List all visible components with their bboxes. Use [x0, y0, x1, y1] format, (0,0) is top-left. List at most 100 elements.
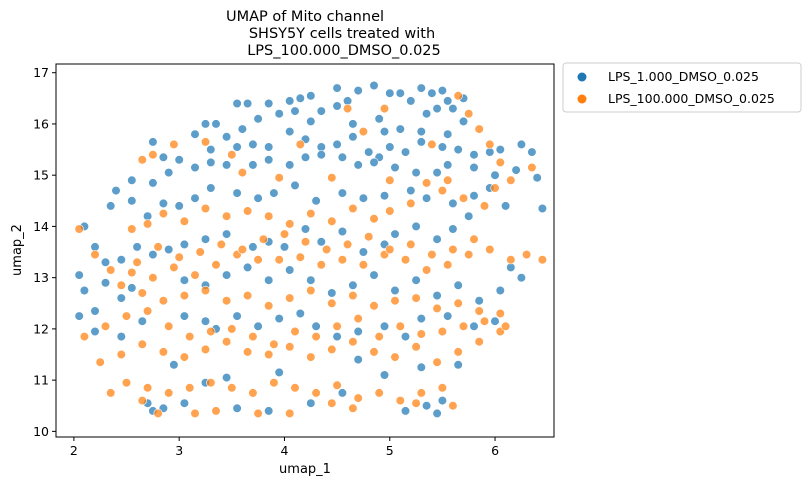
scatter-point-series-2	[327, 298, 337, 308]
scatter-point-series-1	[285, 96, 295, 106]
scatter-point-series-1	[211, 119, 221, 129]
scatter-point-series-1	[469, 321, 479, 331]
scatter-point-series-1	[416, 314, 426, 324]
scatter-point-series-1	[453, 145, 463, 155]
scatter-point-series-2	[143, 306, 153, 316]
scatter-point-series-1	[90, 326, 100, 337]
scatter-point-series-2	[343, 103, 353, 114]
scatter-point-series-2	[474, 306, 484, 316]
y-tick-label: 11	[33, 373, 49, 388]
scatter-point-series-1	[274, 109, 284, 119]
scatter-point-series-2	[190, 408, 200, 419]
scatter-point-series-2	[158, 296, 168, 306]
scatter-point-series-1	[127, 175, 137, 185]
scatter-point-series-2	[274, 173, 284, 183]
scatter-point-series-1	[116, 255, 126, 265]
scatter-point-series-2	[469, 234, 479, 244]
scatter-point-series-1	[353, 355, 363, 365]
scatter-point-series-2	[227, 324, 237, 334]
scatter-point-series-1	[285, 265, 295, 275]
y-tick-label: 13	[33, 270, 49, 285]
scatter-point-series-2	[132, 257, 142, 267]
scatter-point-series-1	[237, 124, 247, 134]
scatter-point-series-2	[290, 326, 300, 337]
scatter-point-series-2	[464, 109, 474, 119]
scatter-point-series-2	[116, 280, 126, 290]
x-tick-label: 3	[175, 443, 183, 458]
scatter-point-series-1	[432, 291, 442, 301]
scatter-point-series-1	[422, 109, 432, 119]
scatter-point-series-1	[332, 83, 342, 93]
scatter-point-series-1	[232, 311, 242, 321]
scatter-point-series-2	[390, 352, 400, 362]
x-axis-ticks: 2 3 4 5 6	[70, 437, 499, 458]
x-tick-label: 2	[70, 443, 78, 458]
scatter-point-series-2	[311, 332, 321, 342]
scatter-point-series-2	[385, 206, 395, 216]
scatter-point-series-1	[306, 398, 316, 408]
scatter-point-series-2	[158, 347, 168, 357]
scatter-point-series-2	[437, 186, 448, 196]
scatter-point-series-2	[416, 388, 426, 398]
scatter-point-series-2	[200, 344, 211, 355]
scatter-point-series-1	[490, 170, 500, 180]
scatter-point-series-2	[479, 201, 490, 211]
scatter-point-series-1	[316, 150, 326, 160]
scatter-point-series-1	[206, 183, 216, 193]
scatter-point-series-2	[243, 206, 253, 216]
scatter-point-series-2	[327, 398, 337, 408]
scatter-point-series-1	[411, 275, 421, 285]
scatter-point-series-1	[369, 80, 379, 91]
scatter-point-series-2	[153, 408, 163, 419]
scatter-point-series-2	[322, 244, 332, 255]
scatter-point-series-2	[164, 388, 174, 398]
scatter-point-series-1	[206, 145, 216, 155]
scatter-point-series-2	[169, 262, 179, 273]
scatter-point-series-1	[222, 373, 232, 383]
scatter-point-series-2	[179, 291, 189, 301]
x-tick-label: 6	[491, 443, 499, 458]
scatter-point-series-1	[253, 114, 263, 124]
scatter-point-series-2	[348, 337, 358, 347]
scatter-point-series-1	[511, 165, 521, 175]
scatter-point-series-2	[179, 216, 189, 226]
scatter-point-series-1	[406, 96, 416, 106]
scatter-point-series-1	[164, 244, 174, 255]
scatter-point-series-2	[137, 339, 147, 349]
scatter-point-series-2	[327, 344, 337, 355]
scatter-point-series-2	[432, 357, 442, 367]
scatter-point-series-2	[437, 326, 448, 337]
scatter-point-series-2	[374, 332, 384, 342]
y-tick-label: 16	[33, 116, 49, 131]
scatter-point-series-2	[353, 314, 363, 324]
scatter-point-series-1	[332, 101, 342, 111]
y-tick-label: 10	[33, 424, 49, 439]
scatter-point-series-1	[264, 142, 274, 152]
scatter-point-series-1	[516, 273, 527, 283]
scatter-point-series-2	[174, 252, 184, 262]
legend-label-series-2: LPS_100.000_DMSO_0.025	[608, 91, 775, 106]
scatter-point-series-1	[495, 145, 505, 155]
y-tick-label: 17	[33, 65, 49, 80]
scatter-point-series-1	[453, 360, 463, 370]
scatter-point-series-1	[300, 224, 311, 234]
scatter-point-series-2	[206, 378, 216, 388]
scatter-point-series-1	[516, 139, 527, 149]
scatter-point-series-1	[443, 160, 453, 170]
scatter-point-series-2	[200, 137, 211, 147]
scatter-point-series-2	[369, 214, 379, 224]
scatter-point-series-1	[253, 321, 263, 331]
scatter-point-series-1	[358, 247, 369, 257]
scatter-point-series-2	[453, 298, 463, 308]
scatter-point-series-2	[295, 252, 305, 262]
scatter-point-series-2	[179, 352, 189, 362]
scatter-point-series-2	[337, 255, 348, 265]
scatter-point-series-1	[148, 137, 158, 147]
scatter-point-series-1	[200, 316, 211, 326]
scatter-point-series-1	[274, 367, 284, 378]
scatter-point-series-2	[127, 224, 137, 234]
x-tick-label: 5	[386, 443, 394, 458]
scatter-point-series-1	[327, 288, 337, 298]
legend-marker-series-1	[577, 72, 587, 82]
